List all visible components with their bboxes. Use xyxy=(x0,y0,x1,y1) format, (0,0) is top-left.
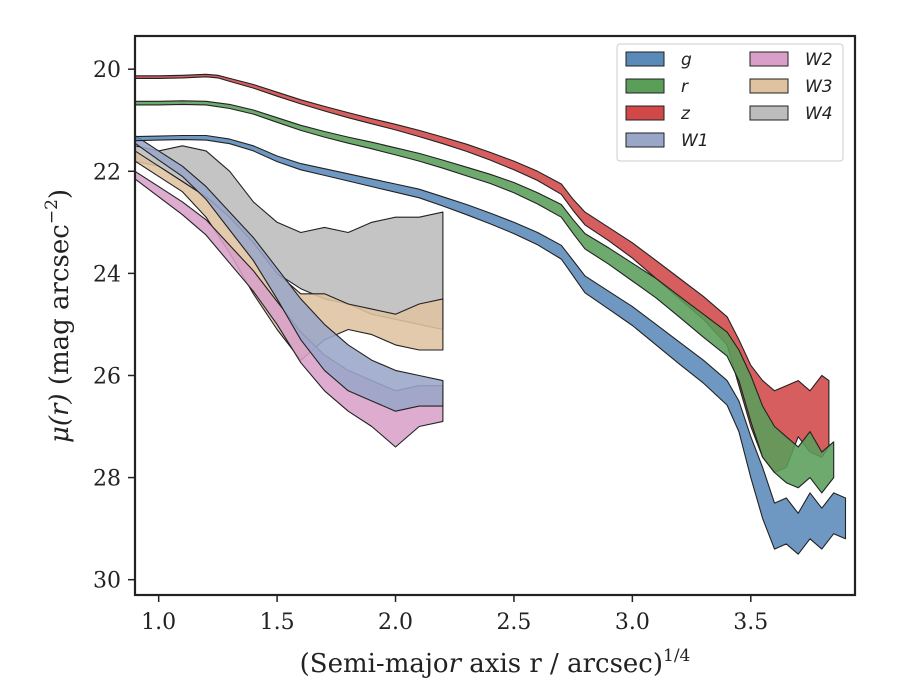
legend-swatch-w3 xyxy=(749,78,789,94)
legend-swatch-g xyxy=(625,51,665,67)
x-axis-label: (Semi-major axis r / arcsec)1/4 xyxy=(300,646,691,679)
legend-label-w2: W2 xyxy=(805,50,833,70)
legend-swatch-w1 xyxy=(625,132,665,148)
y-tick-label: 22 xyxy=(93,160,121,185)
y-tick-label: 28 xyxy=(93,467,121,492)
legend-swatch-w4 xyxy=(749,105,789,121)
y-axis-ticks: 20 22 24 26 28 30 xyxy=(93,58,135,594)
legend-label-w3: W3 xyxy=(805,77,833,97)
legend: grz W1 W2 W3 W4 xyxy=(616,43,844,162)
y-tick-label: 20 xyxy=(93,58,121,83)
plot-frame xyxy=(133,34,857,597)
x-tick-label: 3.5 xyxy=(733,610,768,635)
x-tick-label: 3.0 xyxy=(615,610,650,635)
legend-label-z: z xyxy=(680,104,691,124)
x-tick-label: 1.0 xyxy=(141,610,176,635)
band-r xyxy=(135,100,835,494)
y-tick-label: 26 xyxy=(93,364,121,389)
legend-swatch-r xyxy=(625,78,665,94)
band-g xyxy=(135,134,847,555)
y-tick-label: 30 xyxy=(93,569,121,594)
legend-label-g: g xyxy=(681,50,692,70)
x-axis-ticks: 1.0 1.5 2.0 2.5 3.0 3.5 xyxy=(141,595,768,635)
band-w1 xyxy=(135,134,444,412)
x-tick-label: 1.5 xyxy=(260,610,295,635)
legend-label-w1: W1 xyxy=(681,131,709,151)
legend-box xyxy=(616,43,844,162)
x-tick-label: 2.0 xyxy=(378,610,413,635)
legend-label-r: r xyxy=(681,77,689,97)
legend-swatch-w2 xyxy=(749,51,789,67)
y-tick-label: 24 xyxy=(93,262,121,287)
series-bands xyxy=(135,73,847,555)
x-tick-label: 2.5 xyxy=(496,610,531,635)
legend-swatch-z xyxy=(625,105,665,121)
legend-label-w4: W4 xyxy=(805,104,833,124)
y-axis-label: μ(r) (mag arcsec−2) xyxy=(42,189,75,443)
